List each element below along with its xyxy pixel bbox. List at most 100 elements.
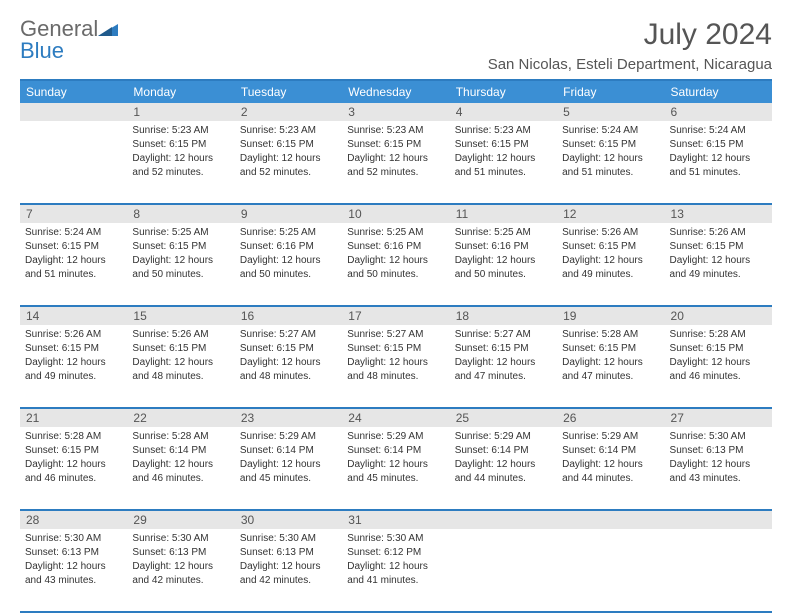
day-line: and 46 minutes. <box>25 472 122 485</box>
day-line: Daylight: 12 hours <box>670 152 767 165</box>
day-line: and 50 minutes. <box>132 268 229 281</box>
day-number: 10 <box>342 205 449 223</box>
day-number: 16 <box>235 307 342 325</box>
week-row: 28293031Sunrise: 5:30 AMSunset: 6:13 PMD… <box>20 511 772 613</box>
day-line: Sunset: 6:14 PM <box>132 444 229 457</box>
day-line: Daylight: 12 hours <box>455 152 552 165</box>
day-number: 6 <box>665 103 772 121</box>
day-cell: Sunrise: 5:28 AMSunset: 6:14 PMDaylight:… <box>127 427 234 509</box>
day-line: Sunset: 6:14 PM <box>455 444 552 457</box>
day-line: Sunset: 6:15 PM <box>132 240 229 253</box>
day-line: Sunset: 6:14 PM <box>562 444 659 457</box>
day-line: Sunrise: 5:25 AM <box>132 226 229 239</box>
day-line: Sunrise: 5:29 AM <box>562 430 659 443</box>
day-number: 23 <box>235 409 342 427</box>
day-line: Sunrise: 5:27 AM <box>240 328 337 341</box>
calendar: SundayMondayTuesdayWednesdayThursdayFrid… <box>20 79 772 613</box>
day-line: Sunset: 6:13 PM <box>670 444 767 457</box>
day-line: and 44 minutes. <box>562 472 659 485</box>
day-line: Sunset: 6:15 PM <box>670 342 767 355</box>
day-cell: Sunrise: 5:23 AMSunset: 6:15 PMDaylight:… <box>342 121 449 203</box>
day-line: Daylight: 12 hours <box>670 458 767 471</box>
day-number: 5 <box>557 103 664 121</box>
day-line: and 45 minutes. <box>347 472 444 485</box>
day-line: and 51 minutes. <box>455 166 552 179</box>
day-number: 12 <box>557 205 664 223</box>
week-row: 123456Sunrise: 5:23 AMSunset: 6:15 PMDay… <box>20 103 772 205</box>
day-line: Sunrise: 5:26 AM <box>670 226 767 239</box>
day-cell: Sunrise: 5:29 AMSunset: 6:14 PMDaylight:… <box>450 427 557 509</box>
day-line: Sunrise: 5:26 AM <box>132 328 229 341</box>
day-line: and 50 minutes. <box>347 268 444 281</box>
week-row: 21222324252627Sunrise: 5:28 AMSunset: 6:… <box>20 409 772 511</box>
day-cell: Sunrise: 5:24 AMSunset: 6:15 PMDaylight:… <box>20 223 127 305</box>
day-line: Daylight: 12 hours <box>562 254 659 267</box>
logo: General Blue <box>20 18 118 62</box>
logo-text-block: General Blue <box>20 18 118 62</box>
day-line: and 48 minutes. <box>132 370 229 383</box>
day-line: and 43 minutes. <box>25 574 122 587</box>
day-number: 22 <box>127 409 234 427</box>
day-line: Sunset: 6:15 PM <box>562 342 659 355</box>
day-line: Sunset: 6:15 PM <box>25 444 122 457</box>
day-cell: Sunrise: 5:26 AMSunset: 6:15 PMDaylight:… <box>127 325 234 407</box>
day-number: 15 <box>127 307 234 325</box>
day-line: Sunrise: 5:25 AM <box>240 226 337 239</box>
day-line: Sunrise: 5:23 AM <box>240 124 337 137</box>
day-line: Daylight: 12 hours <box>240 152 337 165</box>
title-block: July 2024 San Nicolas, Esteli Department… <box>488 18 772 73</box>
day-line: Daylight: 12 hours <box>132 560 229 573</box>
day-line: Sunrise: 5:28 AM <box>670 328 767 341</box>
day-line: Daylight: 12 hours <box>25 560 122 573</box>
day-line: Sunrise: 5:29 AM <box>240 430 337 443</box>
day-line: and 49 minutes. <box>562 268 659 281</box>
weekday-header: Friday <box>557 81 664 103</box>
day-cell: Sunrise: 5:28 AMSunset: 6:15 PMDaylight:… <box>665 325 772 407</box>
day-cell: Sunrise: 5:30 AMSunset: 6:13 PMDaylight:… <box>127 529 234 611</box>
day-line: Sunset: 6:15 PM <box>25 342 122 355</box>
day-line: Daylight: 12 hours <box>240 560 337 573</box>
day-line: Sunset: 6:15 PM <box>455 138 552 151</box>
day-line: Sunrise: 5:23 AM <box>347 124 444 137</box>
day-line: Sunrise: 5:23 AM <box>132 124 229 137</box>
day-number: 20 <box>665 307 772 325</box>
day-line: and 48 minutes. <box>347 370 444 383</box>
day-line: and 52 minutes. <box>132 166 229 179</box>
day-line: Daylight: 12 hours <box>347 560 444 573</box>
day-line: and 41 minutes. <box>347 574 444 587</box>
logo-blue: Blue <box>20 40 118 62</box>
day-line: Sunset: 6:15 PM <box>562 138 659 151</box>
week-row: 78910111213Sunrise: 5:24 AMSunset: 6:15 … <box>20 205 772 307</box>
day-line: Sunrise: 5:30 AM <box>347 532 444 545</box>
day-line: Daylight: 12 hours <box>455 356 552 369</box>
day-content-row: Sunrise: 5:26 AMSunset: 6:15 PMDaylight:… <box>20 325 772 407</box>
day-line: Sunset: 6:15 PM <box>25 240 122 253</box>
day-cell: Sunrise: 5:30 AMSunset: 6:13 PMDaylight:… <box>235 529 342 611</box>
day-number: 8 <box>127 205 234 223</box>
day-line: Daylight: 12 hours <box>25 254 122 267</box>
day-line: and 44 minutes. <box>455 472 552 485</box>
day-line: and 47 minutes. <box>562 370 659 383</box>
day-line: Sunrise: 5:27 AM <box>455 328 552 341</box>
day-line: Sunset: 6:13 PM <box>25 546 122 559</box>
day-cell: Sunrise: 5:30 AMSunset: 6:12 PMDaylight:… <box>342 529 449 611</box>
day-line: Daylight: 12 hours <box>562 458 659 471</box>
day-line: and 46 minutes. <box>132 472 229 485</box>
day-line: Sunset: 6:15 PM <box>455 342 552 355</box>
day-cell <box>20 121 127 203</box>
weekday-header: Sunday <box>20 81 127 103</box>
day-line: and 50 minutes. <box>240 268 337 281</box>
location: San Nicolas, Esteli Department, Nicaragu… <box>488 56 772 73</box>
day-number-row: 14151617181920 <box>20 307 772 325</box>
day-line: Sunrise: 5:25 AM <box>347 226 444 239</box>
day-number: 17 <box>342 307 449 325</box>
day-line: Daylight: 12 hours <box>240 458 337 471</box>
day-line: Sunrise: 5:28 AM <box>132 430 229 443</box>
day-line: Sunset: 6:16 PM <box>455 240 552 253</box>
day-line: Sunset: 6:16 PM <box>240 240 337 253</box>
day-cell: Sunrise: 5:25 AMSunset: 6:16 PMDaylight:… <box>235 223 342 305</box>
day-line: Daylight: 12 hours <box>347 458 444 471</box>
day-number: 28 <box>20 511 127 529</box>
day-line: Sunrise: 5:29 AM <box>455 430 552 443</box>
day-cell: Sunrise: 5:23 AMSunset: 6:15 PMDaylight:… <box>127 121 234 203</box>
